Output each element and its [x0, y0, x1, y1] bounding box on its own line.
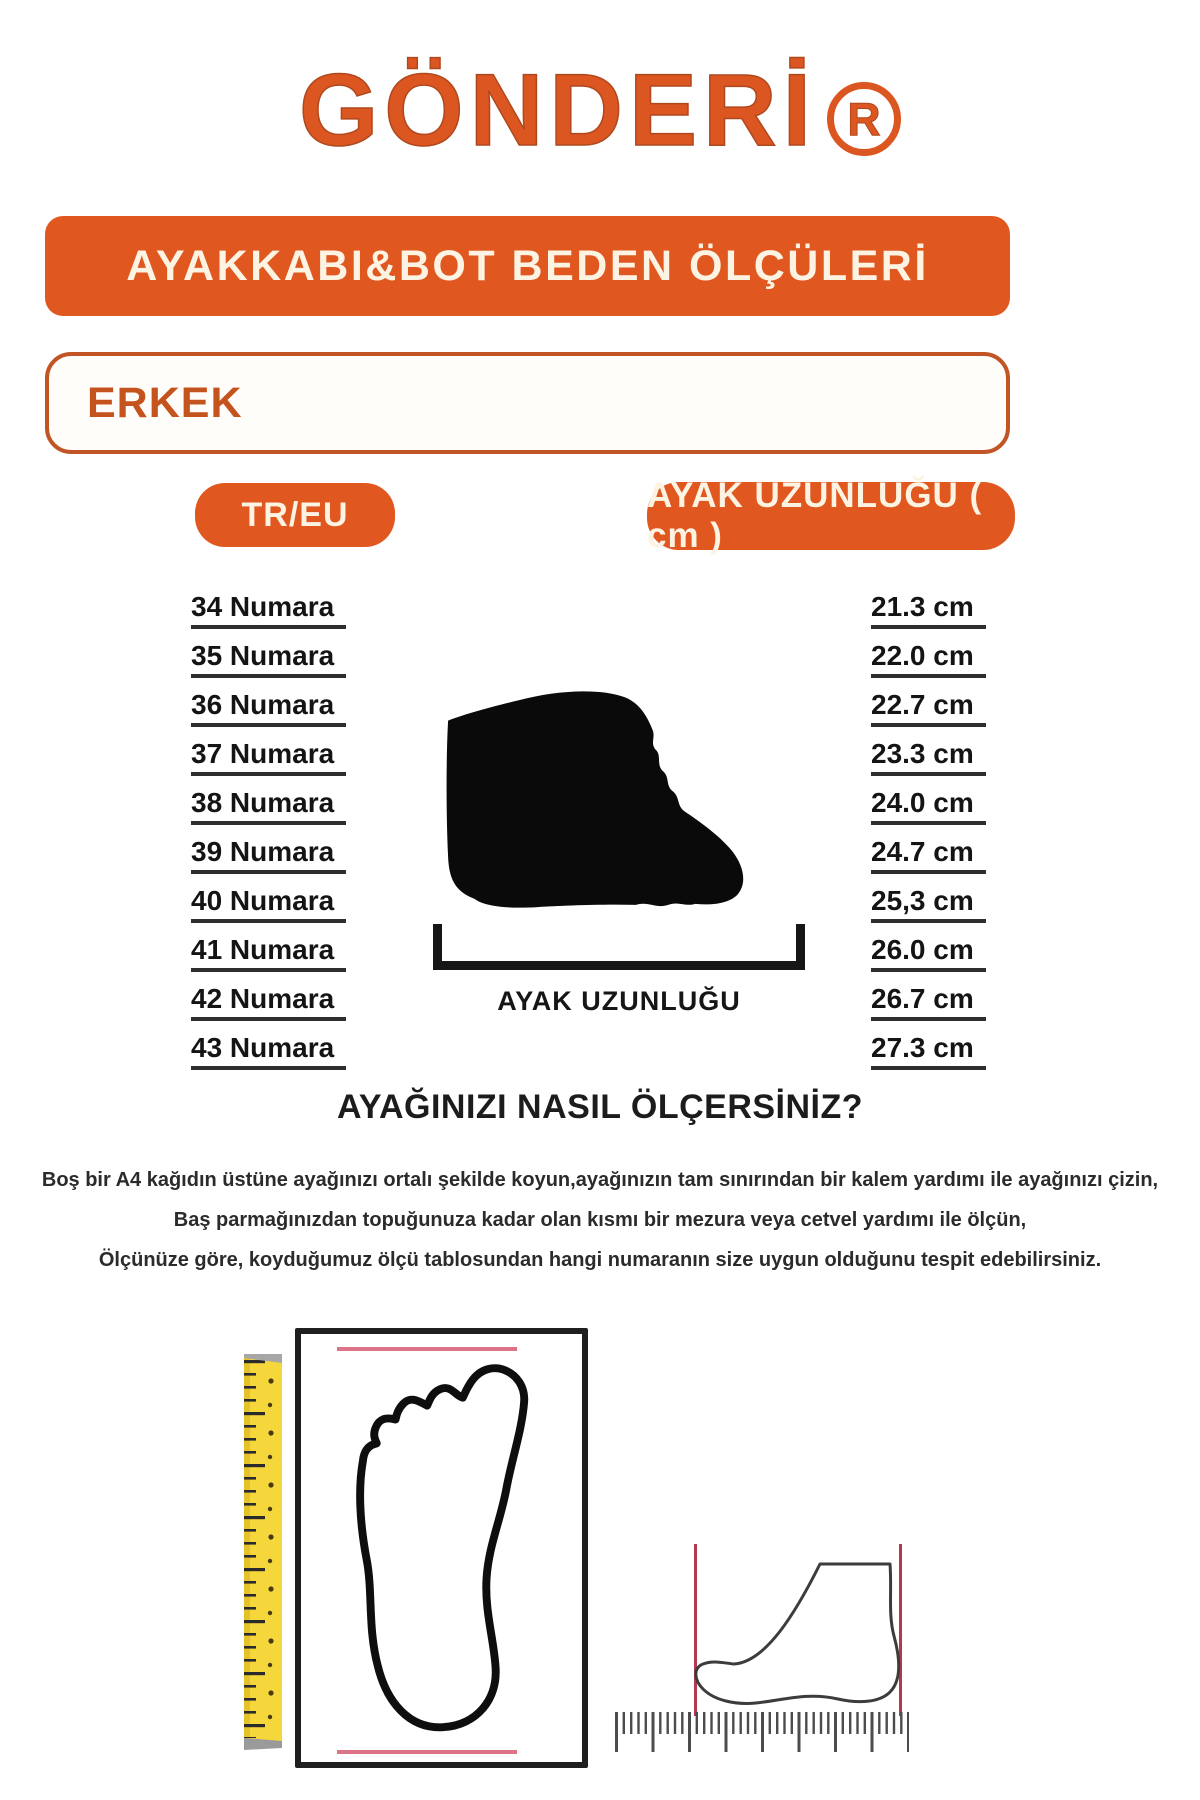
bracket-caption: AYAK UZUNLUĞU [497, 986, 741, 1016]
size-cell: 37 Numara [191, 739, 347, 776]
registered-trademark-icon: R [827, 82, 902, 156]
horizontal-ruler-image [615, 1712, 909, 1754]
a4-paper-outline [295, 1328, 588, 1768]
instruction-line: Baş parmağınızdan topuğunuza kadar olan … [173, 1209, 1027, 1231]
brand-logo-text: GÖNDERİ [298, 52, 818, 168]
size-cell: 35 Numara [191, 641, 347, 678]
column-pill-tr-eu: TR/EU [195, 483, 395, 547]
size-chart-banner: AYAKKABI&BOT BEDEN ÖLÇÜLERİ [45, 216, 1010, 316]
foot-length-header-label: AYAK UZUNLUĞU ( cm ) [647, 476, 983, 555]
instruction-line: Boş bir A4 kağıdın üstüne ayağınızı orta… [41, 1169, 1159, 1191]
size-cell: 41 Numara [191, 935, 347, 972]
length-cell: 26.7 cm [871, 984, 986, 1021]
length-cell: 27.3 cm [871, 1033, 986, 1070]
red-guide-line-left [694, 1544, 697, 1716]
column-pill-foot-length: AYAK UZUNLUĞU ( cm ) [647, 476, 1015, 555]
length-cell: 24.0 cm [871, 788, 986, 825]
length-cell: 22.7 cm [871, 690, 986, 727]
size-cell: 34 Numara [191, 592, 347, 629]
size-cell: 40 Numara [191, 886, 347, 923]
length-cell: 25,3 cm [871, 886, 986, 923]
size-cell: 38 Numara [191, 788, 347, 825]
length-cell: 22.0 cm [871, 641, 986, 678]
size-cell: 39 Numara [191, 837, 347, 874]
lengths-column: 21.3 cm 22.0 cm 22.7 cm 23.3 cm 24.0 cm … [871, 592, 986, 1082]
sizes-column: 34 Numara 35 Numara 36 Numara 37 Numara … [191, 592, 347, 1082]
length-cell: 24.7 cm [871, 837, 986, 874]
length-bracket [433, 924, 805, 970]
tr-eu-header-label: TR/EU [241, 495, 349, 534]
side-foot-outline-image [694, 1562, 901, 1705]
length-cell: 21.3 cm [871, 592, 986, 629]
footprint-outline-image [356, 1364, 529, 1732]
vertical-ruler-image [244, 1354, 282, 1750]
length-cell: 26.0 cm [871, 935, 986, 972]
red-guide-line-top [337, 1347, 517, 1351]
instructions: Boş bir A4 kağıdın üstüne ayağınızı orta… [0, 1160, 1200, 1280]
length-cell: 23.3 cm [871, 739, 986, 776]
size-cell: 36 Numara [191, 690, 347, 727]
boot-silhouette-image [446, 691, 744, 908]
size-cell: 43 Numara [191, 1033, 347, 1070]
red-guide-line-bottom [337, 1750, 517, 1754]
red-guide-line-right [899, 1544, 902, 1716]
gender-label: ERKEK [87, 378, 243, 427]
instruction-line: Ölçünüze göre, koyduğumuz ölçü tablosund… [98, 1249, 1102, 1271]
size-cell: 42 Numara [191, 984, 347, 1021]
brand-logo: GÖNDERİ R [0, 52, 1200, 169]
gender-box: ERKEK [45, 352, 1010, 454]
size-chart-banner-title: AYAKKABI&BOT BEDEN ÖLÇÜLERİ [126, 241, 929, 290]
how-to-heading: AYAĞINIZI NASIL ÖLÇERSİNİZ? [336, 1088, 864, 1126]
